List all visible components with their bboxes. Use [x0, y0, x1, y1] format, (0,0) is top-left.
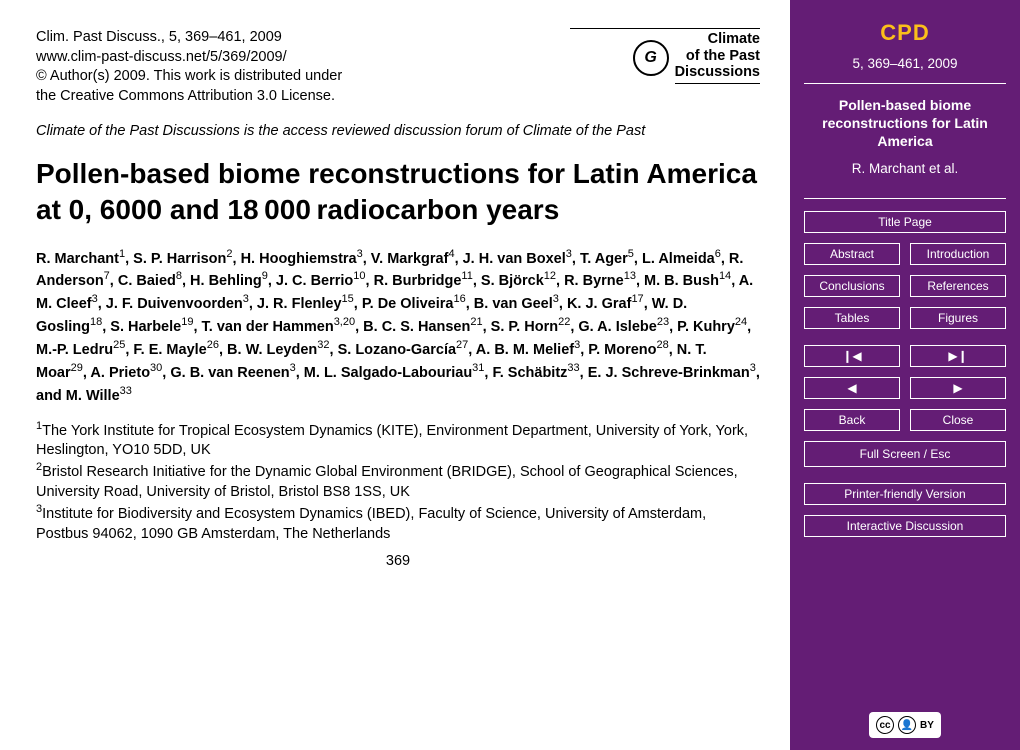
first-page-button[interactable]: ❙◀ — [804, 345, 900, 367]
sidebar-title: Pollen-based biome reconstructions for L… — [804, 96, 1006, 151]
cc-license-badge[interactable]: cc 👤 BY — [869, 712, 941, 738]
back-button[interactable]: Back — [804, 409, 900, 431]
citation-line: Clim. Past Discuss., 5, 369–461, 2009 — [36, 28, 560, 48]
journal-logo: G Climate of the Past Discussions — [560, 28, 760, 84]
header: Clim. Past Discuss., 5, 369–461, 2009 ww… — [36, 28, 760, 106]
references-button[interactable]: References — [910, 275, 1006, 297]
egu-logo-icon: G — [633, 40, 669, 76]
next-page-button[interactable]: ▶ — [910, 377, 1006, 399]
by-label: BY — [920, 720, 934, 731]
journal-name-3: Discussions — [675, 64, 760, 81]
divider — [804, 83, 1006, 84]
page-number: 369 — [36, 552, 760, 572]
paper-title: Pollen-based biome reconstructions for L… — [36, 156, 760, 229]
last-page-button[interactable]: ▶❙ — [910, 345, 1006, 367]
header-meta: Clim. Past Discuss., 5, 369–461, 2009 ww… — [36, 28, 560, 106]
divider — [804, 198, 1006, 199]
main-content: Clim. Past Discuss., 5, 369–461, 2009 ww… — [0, 0, 790, 750]
by-icon: 👤 — [898, 716, 916, 734]
cc-icon: cc — [876, 716, 894, 734]
issue-info: 5, 369–461, 2009 — [804, 56, 1006, 71]
prev-page-button[interactable]: ◀ — [804, 377, 900, 399]
access-note: Climate of the Past Discussions is the a… — [36, 122, 760, 142]
author-list: R. Marchant1, S. P. Harrison2, H. Hooghi… — [36, 247, 760, 407]
tables-button[interactable]: Tables — [804, 307, 900, 329]
affiliations: 1The York Institute for Tropical Ecosyst… — [36, 419, 760, 545]
title-page-button[interactable]: Title Page — [804, 211, 1006, 233]
interactive-discussion-button[interactable]: Interactive Discussion — [804, 515, 1006, 537]
copyright-line: © Author(s) 2009. This work is distribut… — [36, 67, 560, 87]
fullscreen-button[interactable]: Full Screen / Esc — [804, 441, 1006, 467]
sidebar-authors: R. Marchant et al. — [804, 161, 1006, 176]
close-button[interactable]: Close — [910, 409, 1006, 431]
conclusions-button[interactable]: Conclusions — [804, 275, 900, 297]
figures-button[interactable]: Figures — [910, 307, 1006, 329]
introduction-button[interactable]: Introduction — [910, 243, 1006, 265]
abstract-button[interactable]: Abstract — [804, 243, 900, 265]
journal-name-1: Climate — [675, 31, 760, 48]
cpd-badge: CPD — [804, 20, 1006, 46]
journal-name-2: of the Past — [675, 48, 760, 65]
license-line: the Creative Commons Attribution 3.0 Lic… — [36, 87, 560, 107]
printer-friendly-button[interactable]: Printer-friendly Version — [804, 483, 1006, 505]
sidebar: CPD 5, 369–461, 2009 Pollen-based biome … — [790, 0, 1020, 750]
url-line: www.clim-past-discuss.net/5/369/2009/ — [36, 48, 560, 68]
